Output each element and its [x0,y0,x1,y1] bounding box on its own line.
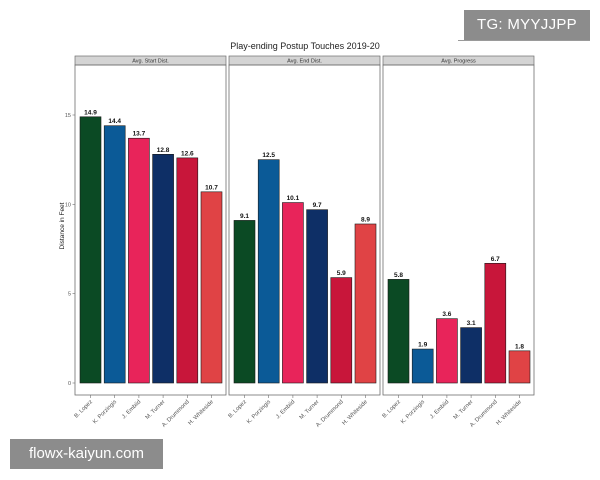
x-tick-label: B. Lopez [381,399,401,419]
y-tick-label: 10 [65,202,71,208]
x-tick-label: K. Porzingis [246,399,272,425]
bar-data-label: 9.7 [313,202,322,209]
x-tick-label: H. Whiteside [341,399,368,426]
y-axis-label: Distance in Feet [59,202,66,249]
facet-strip-label: Avg. End Dist. [287,59,322,65]
bar [387,279,410,384]
bar-data-label: 12.8 [157,147,170,154]
bar-data-label: 1.9 [418,342,427,349]
x-tick-label: J. Embiid [121,399,142,420]
facet-panels: Avg. Start Dist. 14.9 B. Lopez 14.4 K. Porzi… [73,55,535,429]
bar-data-label: 5.9 [337,270,346,277]
bar-data-label: 12.5 [262,152,275,159]
bar [200,191,223,384]
bar-data-label: 10.7 [205,184,218,191]
x-tick-label: J. Embiid [429,399,450,420]
chart-title: Play-ending Postup Touches 2019-20 [230,41,379,51]
bar-data-label: 13.7 [133,131,146,138]
bar [436,318,458,384]
y-tick-label: 0 [68,381,71,387]
facet-frame [228,64,381,396]
bar-data-label: 10.1 [287,195,300,202]
x-tick-label: H. Whiteside [495,399,522,426]
watermark-divider [458,40,590,41]
bar [176,157,199,384]
facet-frame [74,64,227,396]
bar-data-label: 5.8 [394,272,403,279]
bar [508,350,531,384]
bar [79,116,102,384]
facet-strip-label: Avg. Progress [441,59,476,65]
bar [282,202,304,384]
bar [411,348,434,384]
bar-data-label: 6.7 [491,256,500,263]
bar-data-label: 12.6 [181,150,194,157]
facet-panel: Avg. Start Dist. 14.9 B. Lopez 14.4 K. Porzi… [73,55,227,429]
x-tick-label: K. Porzingis [92,399,118,425]
facet-panel: Avg. Progress 5.8 B. Lopez 1.9 K. Porzingis 3… [381,55,535,429]
y-tick-label: 15 [65,113,71,119]
bar [128,137,150,384]
x-tick-label: M. Turner [145,399,167,421]
bar [460,327,482,384]
x-tick-label: H. Whiteside [187,399,214,426]
bar-data-label: 14.4 [108,118,121,125]
x-tick-label: M. Turner [453,399,475,421]
bar [330,277,353,384]
bar-data-label: 1.8 [515,343,524,350]
x-tick-label: K. Porzingis [400,399,426,425]
x-tick-label: J. Embiid [275,399,296,420]
bar-data-label: 3.1 [467,320,476,327]
bar [103,125,126,384]
bar [484,262,507,384]
x-tick-label: M. Turner [299,399,321,421]
telegram-watermark: TG: MYYJJPP [464,10,590,40]
bar-data-label: 8.9 [361,216,370,223]
bar [306,209,328,384]
bar [152,154,174,384]
x-tick-label: B. Lopez [227,399,247,419]
facet-strip-label: Avg. Start Dist. [132,59,169,65]
bar [354,223,377,384]
bar [233,220,256,384]
site-watermark: flowx-kaiyun.com [10,439,163,469]
facet-panel: Avg. End Dist. 9.1 B. Lopez 12.5 K. Porzingi… [227,55,381,429]
bar [257,159,280,384]
y-axis-ticks: 0 5 10 15 [65,113,75,387]
bar-data-label: 14.9 [84,109,97,116]
facet-frame [382,64,535,396]
bar-data-label: 3.6 [442,311,451,318]
y-tick-label: 5 [68,292,71,298]
x-tick-label: B. Lopez [73,399,93,419]
bar-data-label: 9.1 [240,213,249,220]
